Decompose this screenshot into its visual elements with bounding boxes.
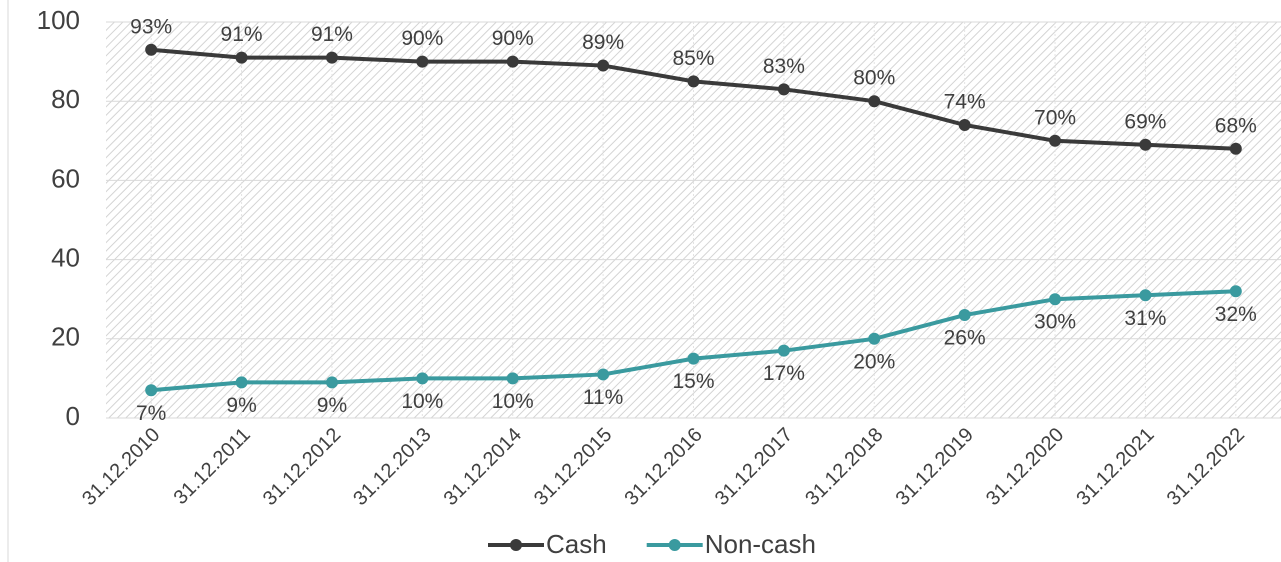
legend-marker <box>668 539 681 551</box>
x-tick-label: 31.12.2015 <box>530 424 616 510</box>
data-label: 80% <box>853 67 895 90</box>
x-tick-label: 31.12.2013 <box>349 424 435 510</box>
point <box>597 59 610 72</box>
point <box>687 75 700 88</box>
point <box>958 309 971 322</box>
x-tick-label: 31.12.2020 <box>982 424 1068 510</box>
y-tick-label: 80 <box>51 84 80 114</box>
y-tick-label: 100 <box>37 5 80 35</box>
point <box>1229 285 1242 298</box>
y-tick-label: 20 <box>51 322 80 352</box>
x-tick-label: 31.12.2014 <box>440 424 526 510</box>
x-tick-label: 31.12.2019 <box>892 424 978 510</box>
data-label: 70% <box>1034 106 1076 129</box>
y-tick-label: 0 <box>66 401 80 431</box>
y-tick-label: 40 <box>51 242 80 272</box>
point <box>1139 289 1152 302</box>
point <box>1229 142 1242 155</box>
point <box>777 344 790 357</box>
data-label: 9% <box>226 394 256 417</box>
data-label: 83% <box>763 55 805 78</box>
x-tick-label: 31.12.2017 <box>711 424 797 510</box>
point <box>325 376 338 389</box>
point <box>687 352 700 365</box>
point <box>868 332 881 345</box>
data-label: 93% <box>130 15 172 38</box>
data-label: 91% <box>311 23 353 46</box>
point <box>506 55 519 68</box>
data-label: 90% <box>401 27 443 50</box>
point <box>1049 134 1062 147</box>
data-label: 31% <box>1124 307 1166 330</box>
point <box>235 51 248 64</box>
data-label: 9% <box>317 394 347 417</box>
point <box>416 55 429 68</box>
x-tick-label: 31.12.2011 <box>170 424 255 509</box>
x-tick-label: 31.12.2021 <box>1072 424 1158 510</box>
point <box>777 83 790 96</box>
data-label: 17% <box>763 362 805 385</box>
data-label: 10% <box>492 390 534 413</box>
data-label: 15% <box>672 370 714 393</box>
data-label: 69% <box>1124 110 1166 133</box>
x-tick-label: 31.12.2012 <box>259 424 345 510</box>
point <box>1139 138 1152 151</box>
data-label: 68% <box>1215 114 1257 137</box>
data-label: 7% <box>136 402 166 425</box>
legend-label: Cash <box>546 529 607 559</box>
data-label: 74% <box>944 91 986 114</box>
point <box>597 368 610 381</box>
point <box>416 372 429 385</box>
legend-marker <box>510 539 522 551</box>
x-tick-label: 31.12.2016 <box>620 424 706 510</box>
x-tick-label: 31.12.2010 <box>78 424 164 510</box>
data-label: 10% <box>401 390 443 413</box>
data-label: 91% <box>221 23 263 46</box>
data-label: 90% <box>492 27 534 50</box>
x-tick-label: 31.12.2022 <box>1163 424 1249 510</box>
point <box>868 95 881 108</box>
point <box>325 51 338 64</box>
data-label: 11% <box>583 386 623 409</box>
point <box>506 372 519 385</box>
point <box>235 376 248 389</box>
data-label: 85% <box>672 47 714 70</box>
x-tick-label: 31.12.2018 <box>801 424 887 510</box>
data-label: 26% <box>944 327 986 350</box>
point <box>958 118 971 131</box>
data-label: 89% <box>582 31 624 54</box>
legend-label: Non-cash <box>705 529 816 559</box>
point <box>145 384 158 397</box>
data-label: 20% <box>853 350 895 373</box>
y-tick-label: 60 <box>51 163 80 193</box>
point <box>1049 293 1062 306</box>
point <box>145 43 158 56</box>
data-label: 32% <box>1215 303 1257 326</box>
data-label: 30% <box>1034 311 1076 334</box>
